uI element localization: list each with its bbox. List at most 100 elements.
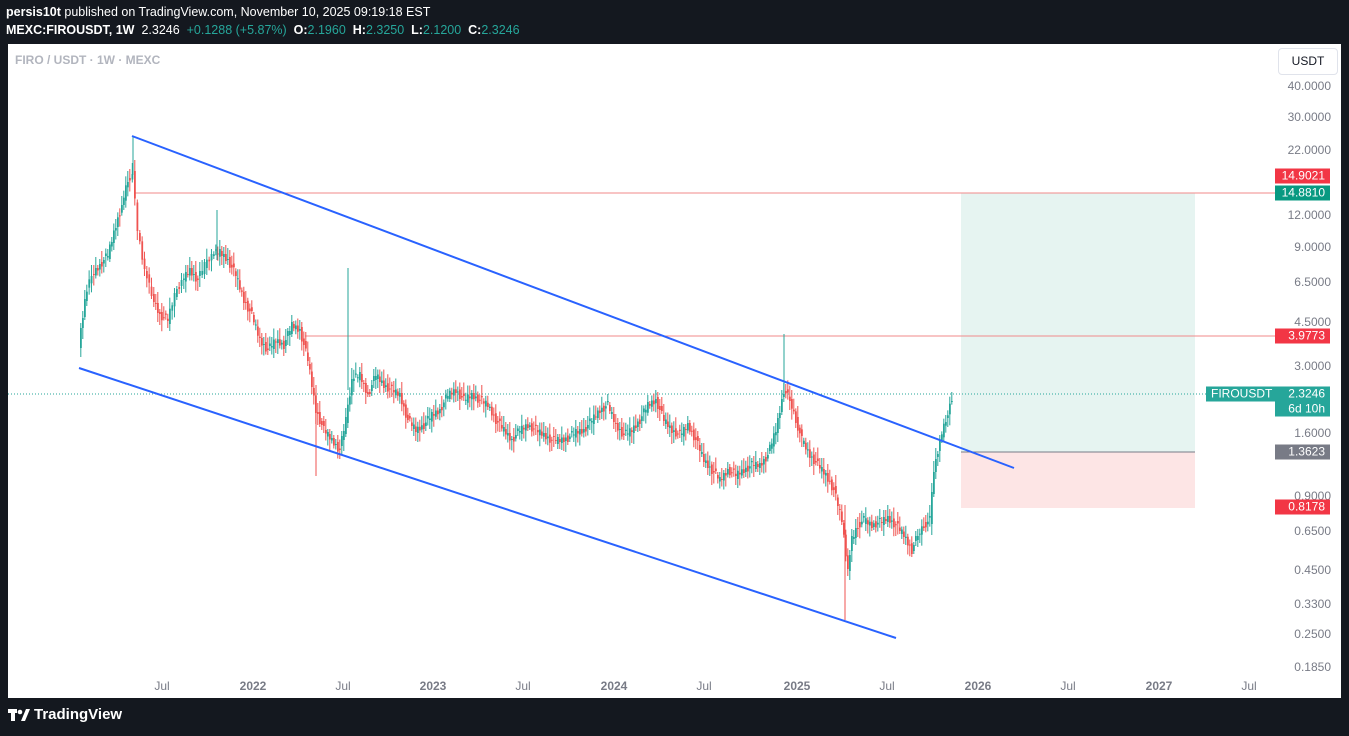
- candle-body: [577, 431, 579, 434]
- candle-body: [121, 205, 123, 213]
- candle-body: [837, 497, 839, 506]
- candle-body: [813, 454, 815, 464]
- candle-body: [855, 528, 857, 538]
- author-name[interactable]: persis10t: [6, 5, 61, 19]
- candle-body: [213, 254, 215, 256]
- target-tag: 14.8810: [1275, 185, 1330, 201]
- candle-body: [945, 422, 947, 426]
- candle-body: [585, 427, 587, 432]
- candle-body: [655, 399, 657, 404]
- candle-body: [317, 412, 319, 414]
- candle-body: [719, 477, 721, 482]
- candle-body: [533, 428, 535, 430]
- candle-body: [271, 346, 273, 348]
- candle-body: [363, 383, 365, 384]
- candle-body: [86, 291, 88, 301]
- candle-body: [931, 492, 933, 524]
- candle-body: [139, 233, 141, 242]
- candle-body: [617, 423, 619, 431]
- time-tick-label: Jul: [1060, 679, 1076, 693]
- candle-body: [519, 431, 521, 433]
- currency-button[interactable]: USDT: [1278, 48, 1338, 75]
- candle-body: [947, 415, 949, 418]
- candle-body: [581, 429, 583, 434]
- candle-body: [253, 315, 255, 323]
- candle-body: [755, 462, 757, 469]
- candle-body: [853, 537, 855, 539]
- published-text: published on TradingView.com, November 1…: [64, 5, 431, 19]
- candle-body: [757, 464, 759, 467]
- candle-body: [433, 414, 435, 416]
- candle-body: [541, 431, 543, 436]
- candle-body: [367, 392, 369, 394]
- candle-body: [893, 518, 895, 528]
- candle-body: [621, 427, 623, 437]
- price-tick-label: 0.2500: [1294, 627, 1331, 641]
- candle-body: [827, 473, 829, 482]
- candle-body: [247, 300, 249, 312]
- candle-body: [193, 274, 195, 275]
- candle-body: [323, 421, 325, 426]
- candle-body: [515, 435, 517, 439]
- candle-body: [293, 324, 295, 329]
- price-tick-label: 1.6000: [1294, 426, 1331, 440]
- candle-body: [277, 339, 279, 343]
- candle-body: [523, 427, 525, 430]
- candle-body: [153, 294, 155, 302]
- candle-body: [743, 469, 745, 473]
- candle-body: [82, 318, 84, 328]
- candle-body: [525, 424, 527, 431]
- candle-body: [631, 430, 633, 432]
- time-tick-label: Jul: [154, 679, 170, 693]
- candle-body: [239, 280, 241, 290]
- candle-body: [531, 423, 533, 432]
- candle-body: [447, 396, 449, 399]
- candle-body: [235, 271, 237, 276]
- candle-body: [833, 487, 835, 490]
- candle-body: [625, 429, 627, 431]
- candle-body: [173, 293, 176, 307]
- time-tick-label: 2024: [600, 679, 628, 693]
- tradingview-logo[interactable]: TradingView: [8, 706, 122, 723]
- candle-body: [481, 396, 483, 398]
- candle-body: [823, 469, 825, 475]
- candle-body: [831, 479, 833, 491]
- candle-body: [731, 472, 733, 474]
- candle-body: [299, 329, 301, 331]
- candle-body: [99, 264, 101, 270]
- candle-body: [663, 415, 665, 421]
- candle-body: [337, 442, 339, 452]
- candle-body: [771, 443, 773, 449]
- candle-body: [643, 408, 645, 413]
- candle-body: [155, 303, 157, 304]
- candle-body: [667, 421, 669, 427]
- candle-body: [929, 516, 931, 518]
- candle-body: [180, 280, 183, 286]
- candle-body: [103, 260, 105, 264]
- entry-tag: 1.3623: [1275, 444, 1330, 460]
- candle-body: [861, 521, 863, 525]
- price-tick-label: 30.0000: [1287, 110, 1331, 124]
- candle-body: [933, 472, 935, 494]
- candle-body: [913, 545, 915, 551]
- candle-body: [711, 464, 713, 474]
- candle-body: [303, 338, 305, 345]
- candle-body: [869, 521, 871, 526]
- candle-body: [589, 418, 591, 421]
- candle-body: [229, 257, 231, 268]
- candle-body: [943, 423, 945, 438]
- price-change: +0.1288 (+5.87%): [186, 23, 287, 37]
- candle-body: [80, 328, 82, 348]
- candle-body: [321, 421, 323, 425]
- candle-body: [381, 380, 383, 383]
- candle-body: [309, 364, 311, 370]
- candle-body: [703, 454, 705, 462]
- price-tick-label: 9.0000: [1294, 240, 1331, 254]
- candle-body: [313, 388, 315, 396]
- candle-body: [419, 426, 421, 431]
- candle-body: [249, 308, 251, 312]
- time-tick-label: 2023: [419, 679, 447, 693]
- candle-body: [677, 433, 679, 435]
- candle-body: [741, 469, 743, 476]
